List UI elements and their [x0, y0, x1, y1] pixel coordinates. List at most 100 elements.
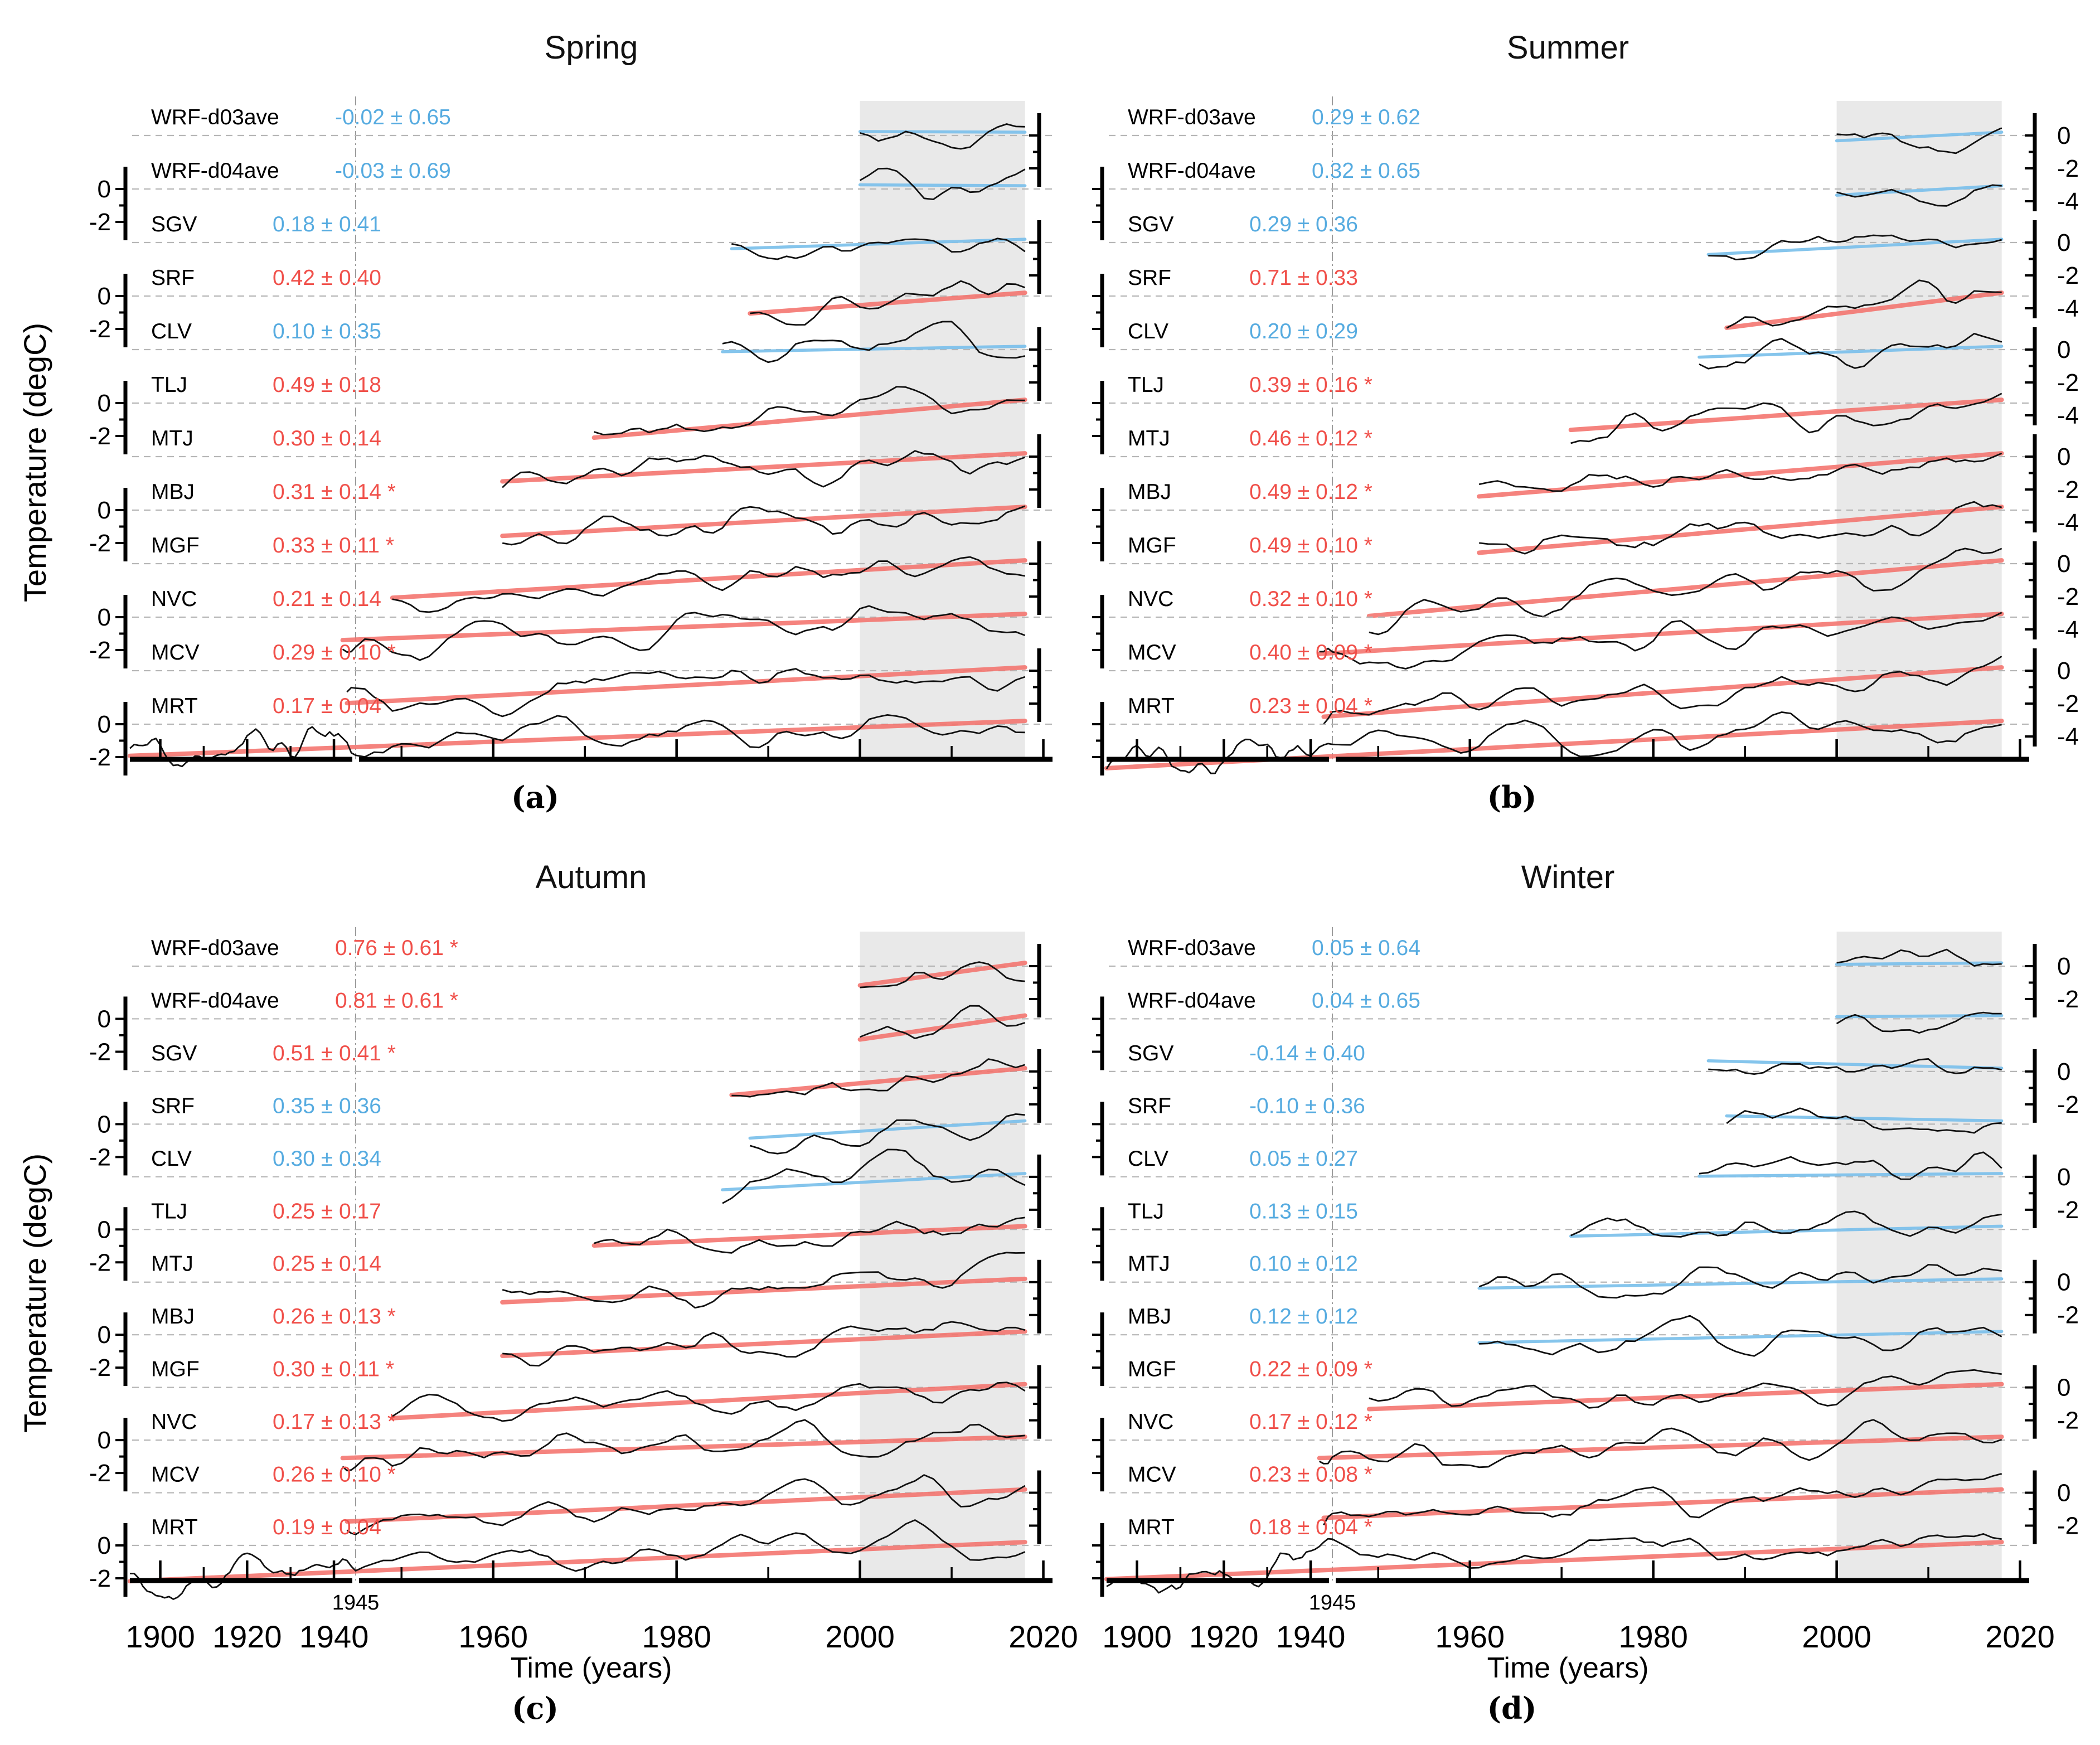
panel-letter-d: (d): [1487, 1690, 1537, 1726]
station-label: SRF: [151, 266, 195, 290]
station-label: SRF: [1128, 266, 1171, 290]
trend-value: 0.30 ± 0.34: [273, 1147, 381, 1171]
temperature-curve: [722, 321, 1025, 363]
temperature-curve: [342, 605, 1026, 661]
trend-line: [857, 961, 1027, 988]
panel-title-winter: Winter: [1521, 859, 1615, 895]
trend-line: [730, 237, 1027, 250]
station-label: TLJ: [151, 1199, 187, 1223]
trend-line: [390, 1382, 1027, 1421]
trend-line: [1477, 1330, 2004, 1345]
trend-line: [500, 1276, 1027, 1305]
trend-line: [1568, 398, 2004, 433]
temperature-curve: [860, 1005, 1026, 1039]
trend-value: 0.21 ± 0.14: [273, 587, 381, 611]
trend-value: 0.25 ± 0.17: [273, 1199, 381, 1223]
trend-value: 0.26 ± 0.13 *: [273, 1305, 396, 1329]
station-label: MCV: [151, 1463, 200, 1487]
temperature-curve: [502, 1321, 1026, 1367]
temperature-curve: [1319, 612, 2002, 670]
x-tick-label: 2020: [1008, 1619, 1078, 1654]
trend-value: 0.05 ± 0.64: [1312, 936, 1420, 960]
trend-value: 0.30 ± 0.14: [273, 426, 381, 450]
temperature-curve: [1323, 656, 2002, 725]
x-tick-label: 1940: [299, 1619, 369, 1654]
temperature-curve: [392, 1382, 1026, 1422]
trend-line: [1835, 184, 2004, 197]
mini-axis-tick-label: 0: [2057, 443, 2070, 471]
mini-axis-tick-label: -4: [2057, 295, 2079, 322]
mini-axis-tick-label: 0: [98, 497, 111, 524]
panel-letter-b: (b): [1487, 779, 1537, 815]
station-label: SGV: [1128, 212, 1173, 236]
temperature-curve: [860, 123, 1025, 150]
station-label: SRF: [151, 1094, 195, 1118]
trend-value: -0.10 ± 0.36: [1249, 1094, 1365, 1118]
trend-value: 0.29 ± 0.10 *: [273, 641, 396, 665]
trend-line: [128, 1540, 1027, 1584]
station-label: CLV: [151, 319, 192, 343]
temperature-curve: [594, 386, 1025, 435]
station-label: WRF-d03ave: [151, 105, 279, 129]
recent-period-band: [860, 101, 1025, 759]
station-label: TLJ: [1128, 1199, 1164, 1223]
mini-axis-tick-label: 0: [98, 1532, 111, 1559]
temperature-curve: [502, 1252, 1025, 1309]
trend-value: 0.81 ± 0.61 *: [335, 988, 458, 1012]
mini-axis-tick-label: -2: [89, 1460, 111, 1487]
temperature-curve: [1570, 392, 2002, 444]
station-label: MGF: [1128, 534, 1176, 558]
trend-value: 0.40 ± 0.09 *: [1249, 641, 1372, 665]
station-label: WRF-d04ave: [1128, 159, 1256, 183]
trend-value: 0.22 ± 0.09 *: [1249, 1358, 1372, 1382]
mini-axis-tick-label: -2: [89, 1354, 111, 1382]
station-label: MRT: [151, 694, 198, 718]
trend-line: [858, 183, 1027, 187]
x-tick-label: 1980: [1618, 1619, 1688, 1654]
mini-axis-tick-label: -2: [89, 637, 111, 664]
mini-axis-tick-label: 0: [2057, 229, 2070, 256]
trend-line: [1706, 1059, 2004, 1070]
temperature-curve: [1318, 1419, 2002, 1468]
trend-value: -0.03 ± 0.69: [335, 159, 451, 183]
trend-value: 0.20 ± 0.29: [1249, 319, 1358, 343]
recent-period-band: [1836, 932, 2002, 1581]
temperature-curve: [1479, 1315, 2002, 1357]
temperature-curve: [1105, 711, 2002, 774]
mini-axis-tick-label: -2: [2057, 690, 2079, 718]
mini-axis-tick-label: -2: [2057, 1407, 2079, 1434]
temperature-curve: [346, 1474, 1026, 1535]
panel-letter-c: (c): [512, 1690, 559, 1726]
mini-axis-tick-label: 0: [98, 283, 111, 310]
trend-line: [128, 719, 1027, 758]
station-label: SRF: [1128, 1094, 1171, 1118]
mini-axis-tick-label: 0: [98, 176, 111, 203]
trend-value: 0.25 ± 0.14: [273, 1252, 381, 1276]
trend-line: [748, 1119, 1027, 1140]
mini-axis-tick-label: 0: [2057, 122, 2070, 149]
station-label: SGV: [151, 1041, 197, 1065]
trend-value: 0.51 ± 0.41 *: [273, 1041, 396, 1065]
trend-line: [340, 1434, 1027, 1461]
temperature-curve: [502, 505, 1026, 546]
mini-axis-tick-label: 0: [2057, 550, 2070, 578]
temperature-curve: [1106, 1533, 2002, 1594]
trend-line: [1835, 1014, 2004, 1019]
mini-axis-tick-label: -2: [89, 1038, 111, 1065]
panel-title-spring: Spring: [544, 30, 638, 66]
x-tick-label: 2020: [1985, 1619, 2055, 1654]
trend-value: 0.39 ± 0.16 *: [1249, 373, 1372, 397]
trend-line: [729, 1066, 1027, 1098]
x-break-label: 1945: [332, 1591, 380, 1615]
trend-value: 0.49 ± 0.18: [273, 373, 381, 397]
temperature-curve: [502, 450, 1026, 488]
y-axis-label-bottom: Temperature (degC): [17, 1153, 52, 1433]
temperature-curve: [129, 714, 1025, 768]
station-label: MGF: [1128, 1358, 1176, 1382]
station-label: MBJ: [1128, 480, 1171, 504]
x-break-label: 1945: [1309, 1591, 1356, 1615]
panel-letter-a: (a): [511, 779, 560, 815]
trend-line: [1698, 345, 2004, 359]
station-label: CLV: [151, 1147, 192, 1171]
station-label: WRF-d04ave: [151, 988, 279, 1012]
